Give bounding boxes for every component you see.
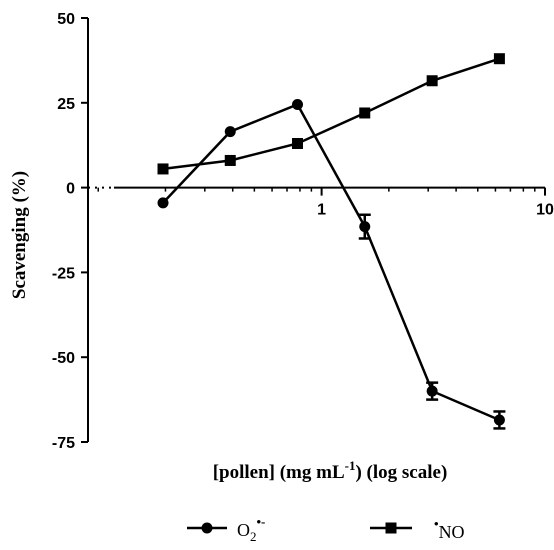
- data-point-circle: [292, 98, 304, 110]
- y-tick-label: 50: [57, 11, 75, 28]
- legend-marker-circle: [201, 522, 213, 534]
- x-tick-label: 10: [536, 202, 554, 219]
- data-point-square: [157, 163, 169, 175]
- x-axis: 1 10: [88, 186, 554, 219]
- y-tick-label: 0: [66, 181, 75, 198]
- y-ticks: 50 25 0 -25 -50 -75: [52, 11, 88, 452]
- data-point-circle: [493, 414, 505, 426]
- y-axis-title: Scavenging (%): [9, 171, 30, 299]
- y-tick-label: -75: [52, 435, 75, 452]
- legend-item-superoxide: O2•-: [187, 514, 265, 544]
- x-axis-title-main: [pollen] (mg mL: [213, 462, 345, 483]
- x-axis-title-sup: -1: [345, 458, 356, 473]
- data-point-square: [359, 107, 371, 119]
- data-point-circle: [224, 126, 236, 138]
- series-square: [157, 53, 505, 175]
- x-axis-title-suffix: ) (log scale): [355, 462, 447, 483]
- y-tick-label: -25: [52, 265, 75, 282]
- series-circle: [157, 98, 506, 430]
- data-point-square: [224, 154, 236, 166]
- series-line: [162, 102, 500, 422]
- x-ticks: 1 10: [97, 187, 554, 219]
- series-line: [162, 57, 500, 171]
- legend-item-nitric-oxide: •NO: [370, 516, 465, 542]
- data-point-circle: [359, 221, 371, 233]
- data-point-square: [426, 75, 438, 87]
- y-tick-label: 25: [57, 96, 75, 113]
- x-tick-label: 1: [317, 202, 326, 219]
- y-tick-label: -50: [52, 350, 75, 367]
- legend-label-superoxide: O2•-: [237, 514, 265, 544]
- x-axis-title: [pollen] (mg mL-1) (log scale): [213, 458, 448, 483]
- legend-label-nitric-oxide: •NO: [434, 516, 465, 542]
- series-layer: [157, 53, 506, 430]
- data-point-circle: [157, 197, 169, 209]
- data-point-square: [493, 53, 505, 65]
- legend: O2•- •NO: [187, 514, 465, 544]
- data-point-square: [292, 138, 304, 150]
- legend-marker-square: [385, 522, 397, 534]
- data-point-circle: [426, 385, 438, 397]
- y-axis: 50 25 0 -25 -50 -75: [52, 11, 89, 452]
